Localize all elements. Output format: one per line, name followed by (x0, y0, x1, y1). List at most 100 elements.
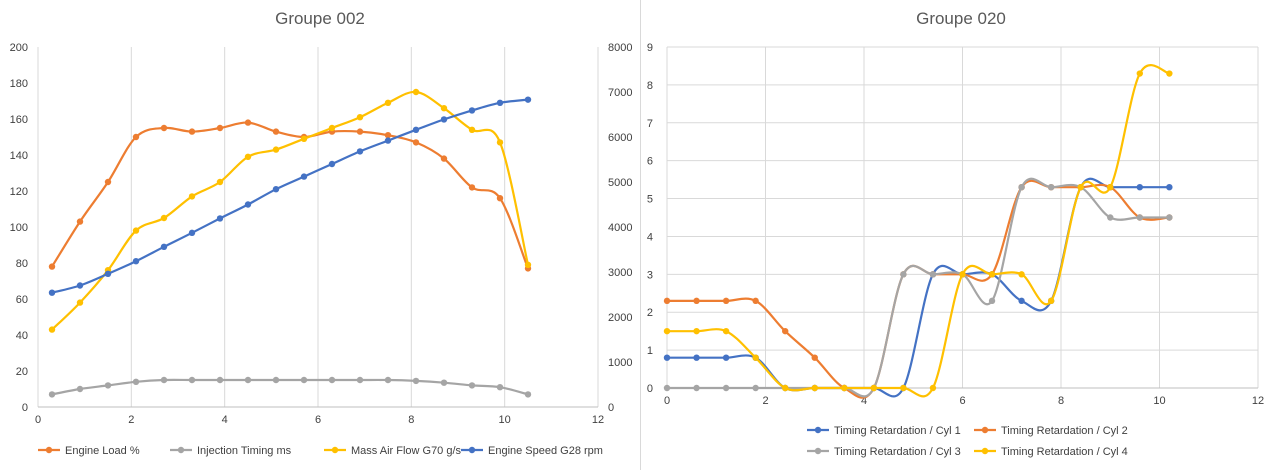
data-point-mass-air-flow-g70-g-s (300, 135, 308, 142)
x-tick-label: 8 (1058, 395, 1064, 407)
data-point-timing-retardation-cyl-1 (1166, 183, 1173, 191)
data-point-timing-retardation-cyl-4 (870, 384, 878, 392)
data-point-engine-load (160, 124, 168, 132)
legend-marker-timing-retardation-cyl-2 (981, 426, 989, 434)
y-tick-label: 100 (10, 222, 28, 234)
y-tick-label: 7 (647, 118, 653, 130)
series-line-mass-air-flow-g70-g-s (51, 90, 530, 331)
y2-tick-label: 0 (608, 402, 614, 414)
y2-tick-label: 1000 (608, 357, 632, 369)
legend-marker-timing-retardation-cyl-1 (814, 426, 822, 434)
chart-panel-groupe-002: Groupe 002 0 2 4 6 8 10 12 0 20 40 60 80 100 120 140 160… (9, 0, 641, 470)
data-point-timing-retardation-cyl-3 (752, 384, 759, 392)
series-line-injection-timing-ms (51, 378, 529, 396)
data-point-timing-retardation-cyl-2 (752, 297, 759, 305)
data-point-mass-air-flow-g70-g-s (76, 299, 84, 306)
y2-tick-label: 7000 (608, 87, 632, 99)
data-point-engine-speed-g28-rpm (160, 243, 168, 250)
data-point-mass-air-flow-g70-g-s (272, 146, 280, 153)
data-point-engine-load (440, 155, 448, 162)
chart-title: Groupe 002 (275, 9, 365, 28)
legend-label-timing-retardation-cyl-1: Timing Retardation / Cyl 1 (834, 425, 961, 437)
data-point-timing-retardation-cyl-2 (811, 354, 818, 361)
data-point-timing-retardation-cyl-4 (782, 384, 789, 392)
x-tick-label: 10 (499, 414, 511, 426)
data-point-mass-air-flow-g70-g-s (356, 114, 364, 121)
data-point-engine-load (132, 133, 140, 141)
data-point-timing-retardation-cyl-4 (1136, 70, 1143, 77)
data-point-engine-speed-g28-rpm (104, 270, 112, 277)
data-point-timing-retardation-cyl-4 (841, 384, 848, 392)
x-tick-label: 4 (222, 414, 228, 426)
data-point-timing-retardation-cyl-3 (1047, 183, 1055, 191)
data-point-injection-timing-ms (328, 376, 336, 384)
data-point-mass-air-flow-g70-g-s (188, 193, 196, 200)
data-point-timing-retardation-cyl-4 (811, 384, 818, 392)
y2-tick-label: 5000 (608, 177, 632, 189)
y2-tick-label: 4000 (608, 222, 632, 234)
y-tick-label: 120 (10, 186, 28, 198)
data-point-engine-load (412, 139, 420, 146)
data-point-mass-air-flow-g70-g-s (132, 227, 140, 234)
y-tick-label: 200 (10, 42, 28, 54)
data-point-engine-speed-g28-rpm (440, 116, 448, 123)
y-tick-label: 140 (10, 150, 28, 162)
data-point-engine-speed-g28-rpm (384, 137, 392, 144)
data-point-mass-air-flow-g70-g-s (384, 99, 392, 107)
data-point-injection-timing-ms (244, 376, 252, 384)
data-point-injection-timing-ms (468, 382, 476, 389)
data-point-injection-timing-ms (272, 376, 280, 384)
data-point-mass-air-flow-g70-g-s (496, 139, 504, 146)
y-tick-label: 9 (647, 42, 653, 54)
data-point-engine-speed-g28-rpm (300, 173, 308, 180)
data-point-injection-timing-ms (216, 376, 224, 384)
data-point-engine-load (188, 128, 196, 135)
data-point-engine-load (496, 195, 504, 202)
y-tick-label: 60 (16, 294, 28, 306)
data-point-injection-timing-ms (356, 376, 364, 384)
data-point-timing-retardation-cyl-1 (722, 354, 730, 361)
data-point-engine-speed-g28-rpm (524, 96, 532, 103)
series-line-timing-retardation-cyl-1 (667, 177, 1170, 398)
y-tick-label: 0 (647, 383, 653, 395)
data-point-timing-retardation-cyl-4 (988, 271, 996, 278)
data-point-engine-speed-g28-rpm (356, 148, 364, 155)
data-point-timing-retardation-cyl-3 (988, 297, 996, 305)
x-tick-label: 2 (128, 414, 134, 426)
data-point-timing-retardation-cyl-4 (1047, 297, 1055, 305)
data-point-timing-retardation-cyl-4 (1018, 271, 1025, 278)
data-point-engine-load (76, 218, 84, 225)
y-tick-label: 2 (647, 307, 653, 319)
data-point-engine-load (48, 263, 56, 270)
data-point-injection-timing-ms (496, 384, 504, 391)
legend-label-mass-air-flow-g70-g-s: Mass Air Flow G70 g/s (351, 445, 462, 457)
data-point-timing-retardation-cyl-4 (722, 327, 730, 335)
series-line-engine-speed-g28-rpm (51, 98, 529, 294)
data-point-timing-retardation-cyl-2 (782, 327, 789, 335)
data-point-injection-timing-ms (188, 376, 196, 384)
data-point-timing-retardation-cyl-4 (693, 327, 700, 335)
data-point-engine-speed-g28-rpm (76, 282, 84, 289)
data-point-engine-speed-g28-rpm (48, 289, 56, 296)
legend-marker-engine-speed-g28-rpm (468, 446, 476, 454)
data-point-engine-speed-g28-rpm (468, 107, 476, 114)
legend-marker-timing-retardation-cyl-3 (814, 447, 822, 455)
y2-tick-label: 3000 (608, 267, 632, 279)
data-point-mass-air-flow-g70-g-s (440, 105, 448, 112)
data-point-engine-speed-g28-rpm (272, 186, 280, 193)
data-point-mass-air-flow-g70-g-s (244, 153, 252, 160)
data-point-timing-retardation-cyl-1 (663, 354, 671, 361)
x-tick-label: 4 (861, 395, 867, 407)
data-point-timing-retardation-cyl-4 (1077, 183, 1084, 191)
legend-marker-injection-timing-ms (177, 446, 185, 454)
y2-tick-label: 8000 (608, 42, 632, 54)
legend-label-timing-retardation-cyl-4: Timing Retardation / Cyl 4 (1001, 446, 1128, 458)
x-tick-label: 6 (959, 395, 965, 407)
data-point-engine-speed-g28-rpm (132, 258, 140, 265)
data-point-injection-timing-ms (300, 376, 308, 384)
data-point-injection-timing-ms (76, 385, 84, 393)
data-point-engine-speed-g28-rpm (188, 229, 196, 237)
chart-title: Groupe 020 (916, 9, 1006, 28)
data-point-timing-retardation-cyl-1 (1018, 297, 1025, 305)
data-point-engine-speed-g28-rpm (216, 215, 224, 222)
